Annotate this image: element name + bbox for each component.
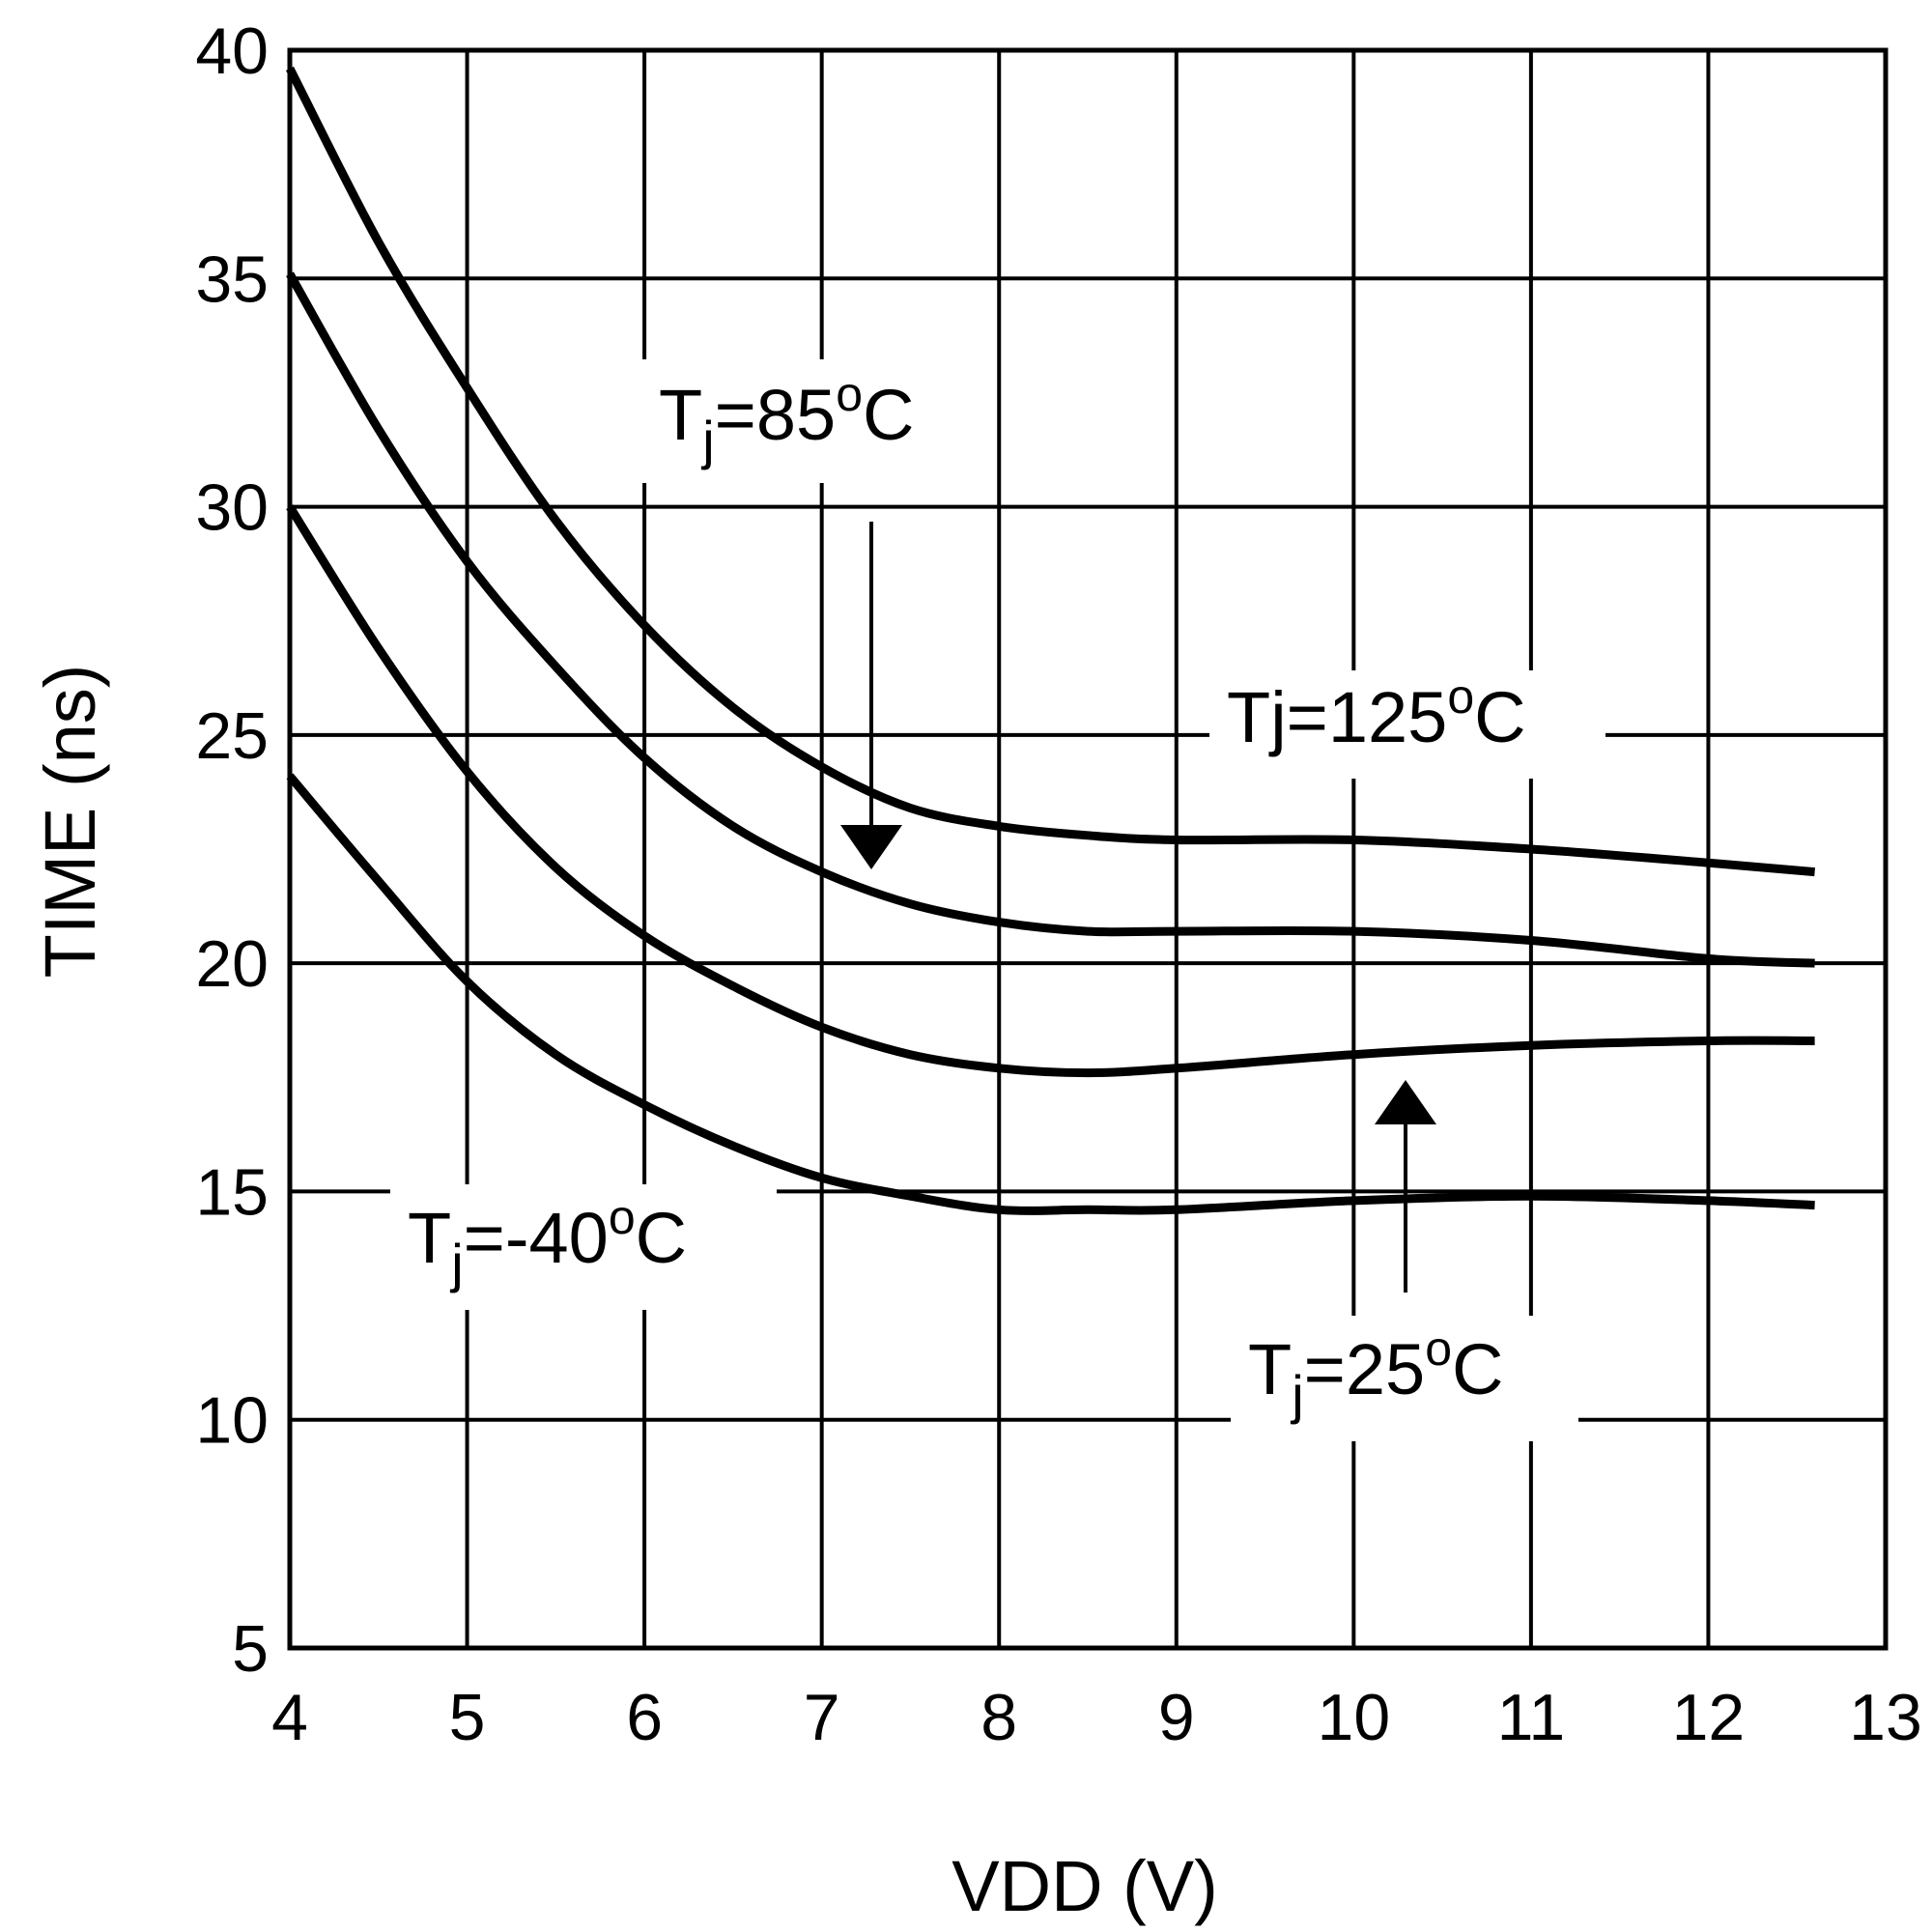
series-group: [285, 66, 1815, 1215]
y-tick-label: 5: [232, 1612, 269, 1686]
y-tick-label: 30: [195, 471, 269, 545]
x-tick-label: 12: [1672, 1681, 1746, 1754]
arrow-up-icon: [1375, 1080, 1436, 1124]
x-tick-label: 10: [1318, 1681, 1391, 1754]
y-tick-label: 35: [195, 242, 269, 316]
y-tick-label: 10: [195, 1384, 269, 1458]
x-tick-label: 4: [271, 1681, 308, 1754]
x-tick-label: 8: [980, 1681, 1017, 1754]
annotation-background: [1209, 670, 1605, 779]
x-tick-label: 7: [804, 1681, 840, 1754]
y-tick-label: 40: [195, 14, 269, 88]
annotation-tj125: Tj=125oC: [1209, 669, 1605, 779]
grid: [290, 50, 1886, 1648]
annotation-label-tj25: Tj=25oC: [1248, 1321, 1503, 1425]
annotation-tjm40: Tj=-40oC: [390, 1184, 777, 1310]
y-axis-title: TIME (ns): [30, 665, 110, 979]
x-tick-label: 6: [626, 1681, 663, 1754]
plot-frame: [287, 47, 1889, 1651]
x-tick-label: 13: [1849, 1681, 1922, 1754]
arrow-down-icon: [840, 825, 902, 869]
annotation-background: [641, 359, 989, 483]
annotation-background: [1231, 1316, 1578, 1441]
annotation-label-tjm40: Tj=-40oC: [408, 1190, 687, 1293]
annotation-tj85: Tj=85oC: [641, 359, 989, 869]
series-line-tj-40-c: [286, 773, 1815, 1215]
annotations: Tj=85oC Tj=125oC Tj=25oC Tj=-40oC: [390, 359, 1605, 1441]
series-line-tj-125-c: [285, 66, 1815, 877]
x-tick-label: 11: [1497, 1681, 1566, 1754]
x-tick-label: 9: [1158, 1681, 1195, 1754]
series-line-tj-25-c: [286, 504, 1815, 1078]
y-tick-label: 15: [195, 1155, 269, 1229]
x-axis-title: VDD (V): [952, 1846, 1217, 1926]
y-tick-label: 20: [195, 927, 269, 1001]
annotation-tj25: Tj=25oC: [1231, 1080, 1578, 1441]
y-tick-label: 25: [195, 699, 269, 773]
annotation-label-tj125: Tj=125oC: [1227, 669, 1526, 757]
annotation-label-tj85: Tj=85oC: [659, 367, 914, 470]
annotation-background: [390, 1184, 777, 1310]
series-line-tj-85-c: [286, 271, 1815, 968]
x-tick-label: 5: [449, 1681, 486, 1754]
